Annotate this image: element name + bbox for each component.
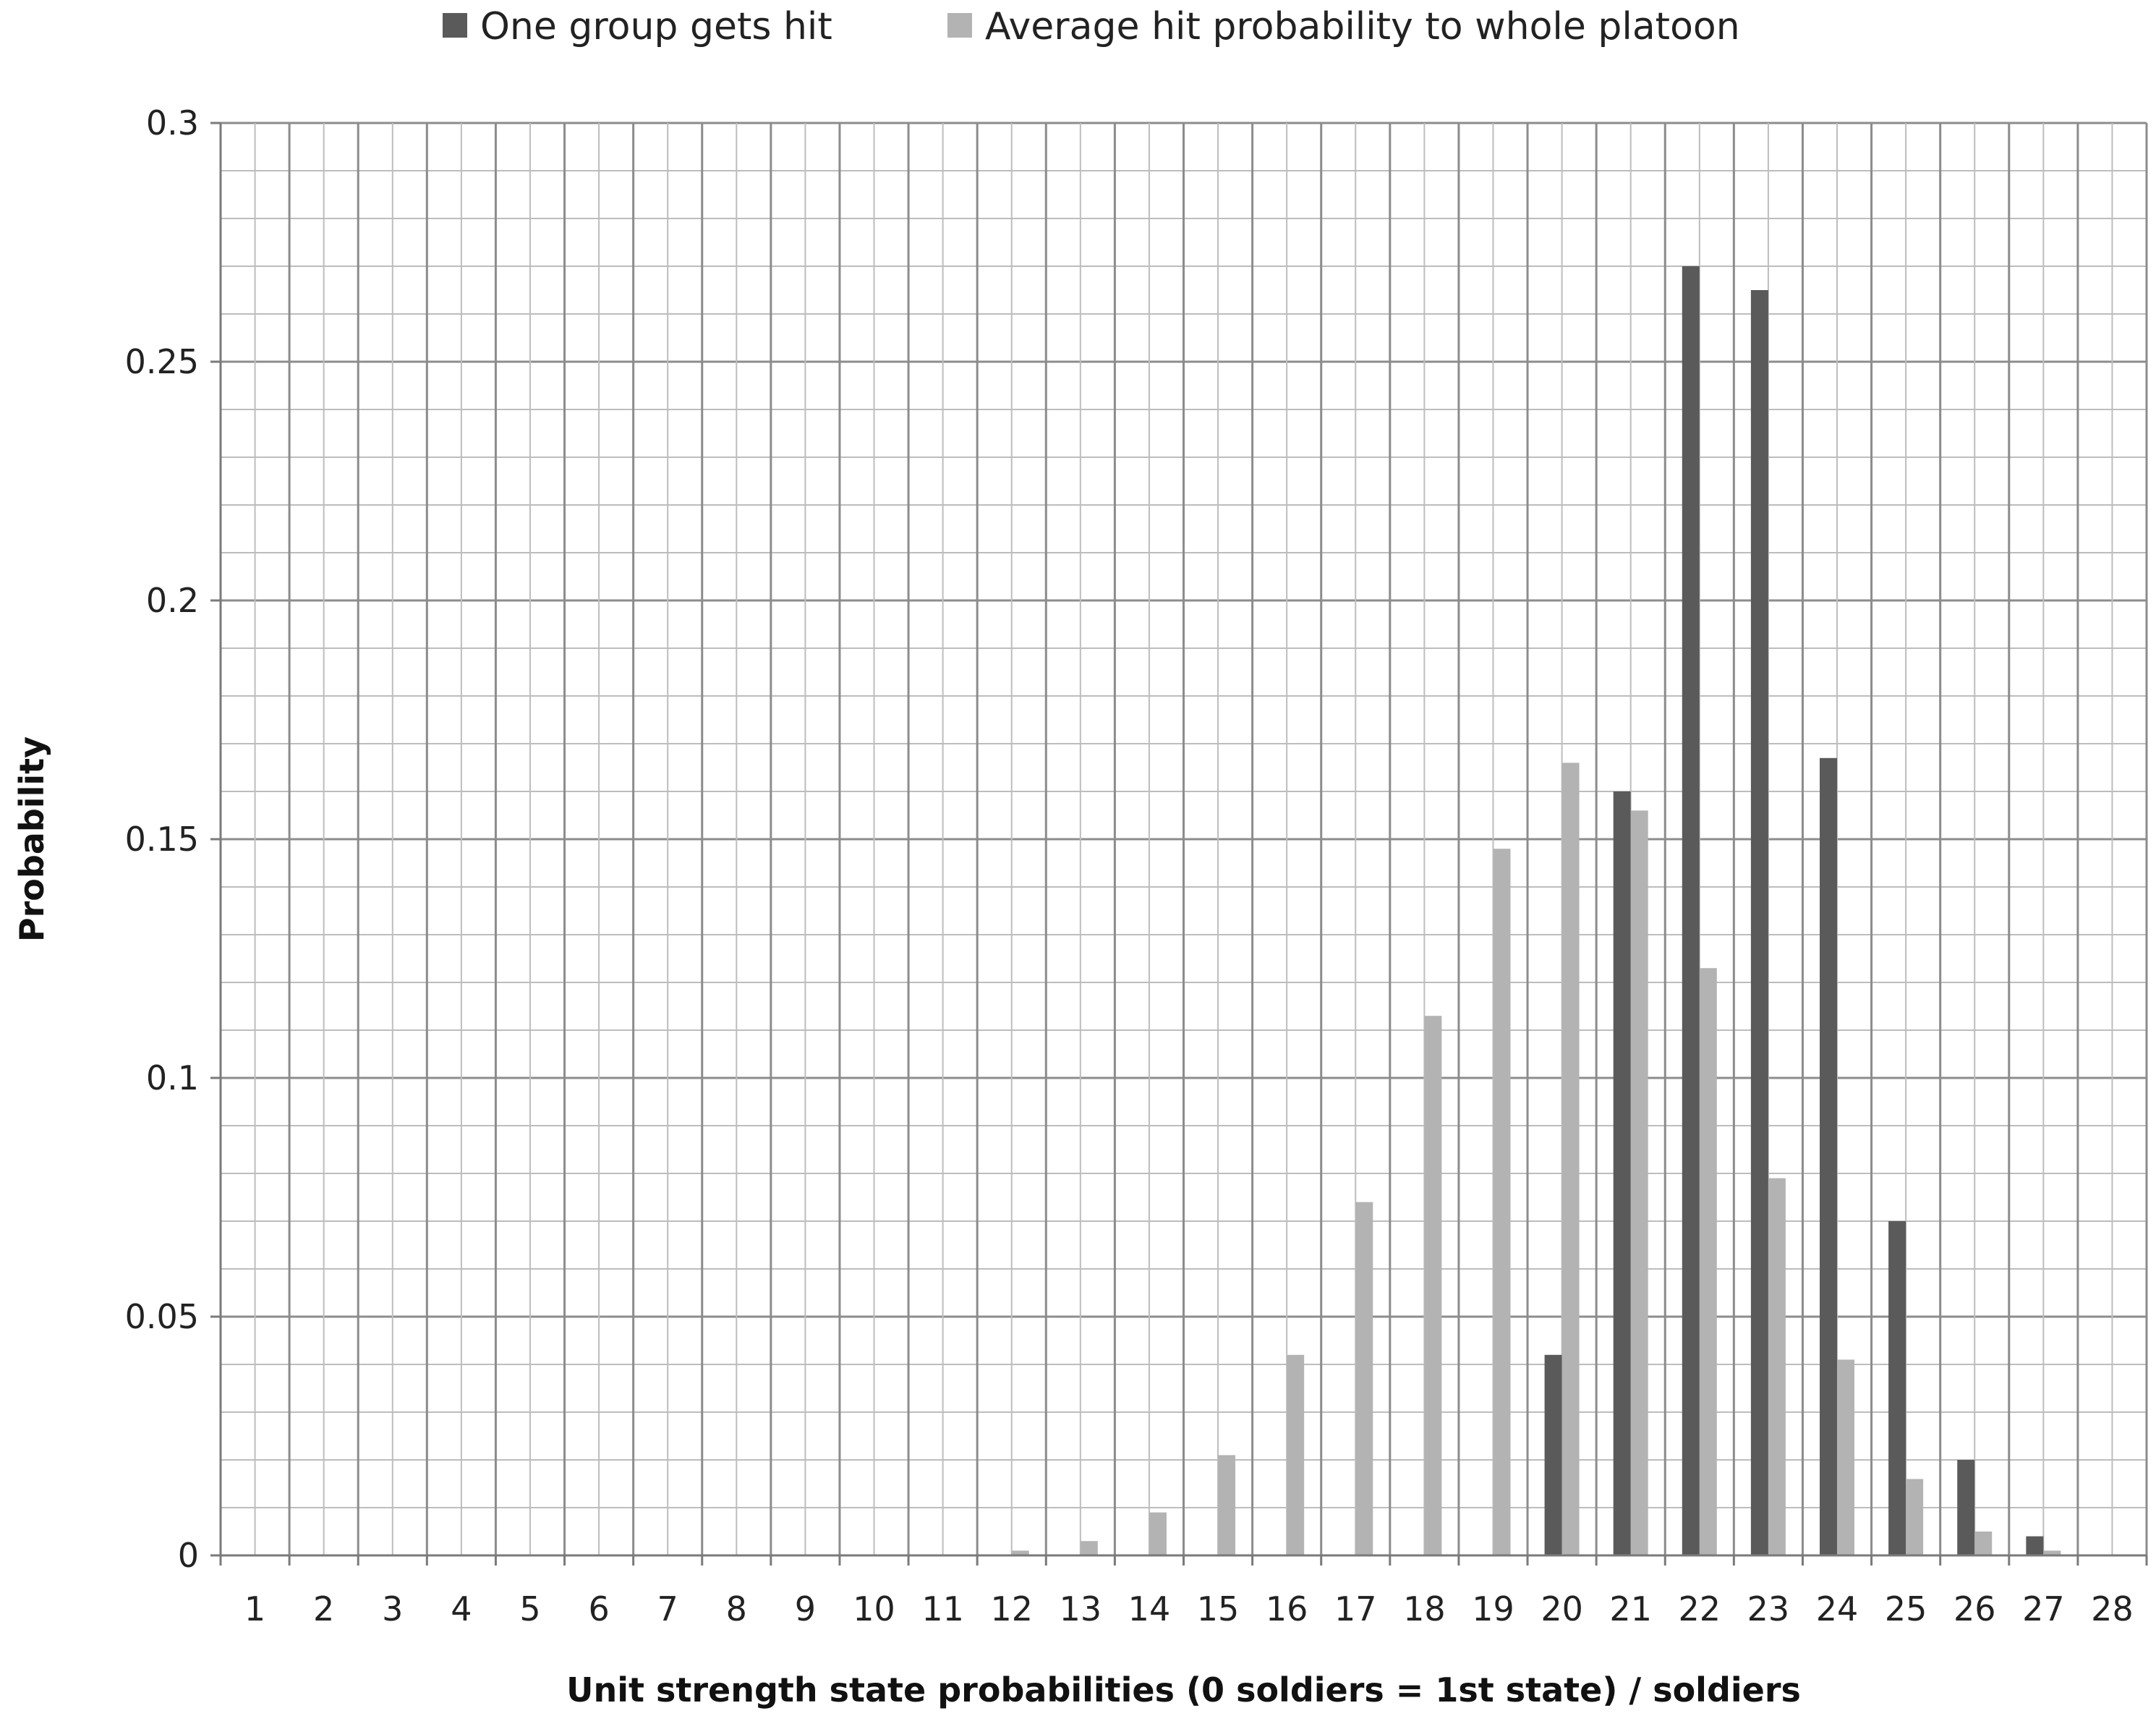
axes: [210, 122, 2148, 1566]
x-tick-label: 26: [1953, 1589, 1996, 1628]
x-tick-label: 10: [853, 1589, 895, 1628]
y-axis-title: Probability: [12, 736, 51, 942]
x-tick-label: 17: [1334, 1589, 1377, 1628]
y-tick-label: 0.2: [146, 581, 199, 620]
bar-series2-cat-26: [1974, 1532, 1993, 1555]
x-tick-label: 22: [1679, 1589, 1721, 1628]
x-tick-labels: 1 2 3 4 5 6 7 8 9 10 11 12 13 14 15 16 17 18 19 20 21 22 23 24 2…: [244, 1589, 2134, 1628]
y-tick-label: 0.3: [146, 103, 199, 143]
x-tick-label: 15: [1197, 1589, 1240, 1628]
legend-item-1: One group gets hit: [443, 5, 832, 48]
x-tick-label: 2: [313, 1589, 334, 1628]
y-tick-label: 0.15: [125, 820, 199, 859]
bar-series1-cat-21: [1613, 791, 1631, 1555]
bar-series1-cat-20: [1544, 1354, 1562, 1555]
x-tick-label: 27: [2022, 1589, 2065, 1628]
bar-series2-cat-21: [1630, 810, 1648, 1555]
legend-item-2: Average hit probability to whole platoon: [947, 5, 1740, 48]
x-axis-title: Unit strength state probabilities (0 sol…: [566, 1670, 1801, 1709]
x-tick-label: 21: [1609, 1589, 1652, 1628]
x-tick-label: 28: [2091, 1589, 2134, 1628]
gridlines: [219, 122, 2148, 1557]
x-tick-label: 6: [588, 1589, 609, 1628]
x-tick-label: 1: [244, 1589, 265, 1628]
x-tick-label: 5: [519, 1589, 540, 1628]
bar-series2-cat-24: [1837, 1359, 1855, 1555]
bar-series1-cat-23: [1750, 290, 1768, 1555]
bar-series1-cat-24: [1820, 757, 1838, 1555]
x-tick-label: 19: [1472, 1589, 1514, 1628]
legend-swatch: [443, 13, 467, 38]
legend-label: One group gets hit: [480, 5, 832, 48]
bar-series2-cat-20: [1561, 763, 1580, 1555]
y-tick-label: 0: [178, 1536, 199, 1575]
x-tick-label: 8: [726, 1589, 747, 1628]
x-tick-label: 13: [1060, 1589, 1102, 1628]
bar-series2-cat-12: [1011, 1550, 1029, 1555]
bar-series2-cat-16: [1287, 1354, 1305, 1555]
bar-series2-cat-25: [1906, 1479, 1924, 1555]
x-tick-label: 3: [382, 1589, 403, 1628]
x-tick-label: 16: [1266, 1589, 1308, 1628]
x-tick-label: 11: [921, 1589, 964, 1628]
x-tick-label: 18: [1403, 1589, 1446, 1628]
x-tick-label: 24: [1816, 1589, 1859, 1628]
y-tick-label: 0.05: [125, 1297, 199, 1336]
bar-series2-cat-17: [1355, 1202, 1373, 1555]
x-tick-label: 23: [1747, 1589, 1790, 1628]
y-tick-label: 0.25: [125, 342, 199, 381]
x-tick-label: 14: [1128, 1589, 1171, 1628]
bar-series2-cat-14: [1149, 1512, 1167, 1555]
legend-swatch: [947, 13, 972, 38]
bar-series1-cat-26: [1957, 1460, 1975, 1555]
bar-series1-cat-22: [1682, 266, 1700, 1555]
bar-series2-cat-22: [1699, 968, 1717, 1555]
bar-series2-cat-13: [1080, 1541, 1098, 1555]
y-tick-labels: 0 0.05 0.1 0.15 0.2 0.25 0.3: [125, 103, 199, 1575]
bar-series2-cat-27: [2043, 1550, 2061, 1555]
bars: [1011, 266, 2061, 1555]
x-tick-label: 7: [657, 1589, 678, 1628]
x-tick-label: 9: [795, 1589, 816, 1628]
bar-series2-cat-23: [1768, 1178, 1786, 1555]
x-tick-label: 12: [990, 1589, 1033, 1628]
x-tick-label: 25: [1885, 1589, 1927, 1628]
y-tick-label: 0.1: [146, 1058, 199, 1097]
bar-series2-cat-15: [1218, 1455, 1236, 1555]
legend: One group gets hit Average hit probabilit…: [443, 5, 1740, 48]
bar-series2-cat-19: [1493, 849, 1511, 1555]
x-tick-label: 20: [1541, 1589, 1583, 1628]
bar-series2-cat-18: [1424, 1016, 1442, 1555]
legend-label: Average hit probability to whole platoon: [985, 5, 1740, 48]
bar-series1-cat-27: [2026, 1536, 2044, 1555]
x-tick-label: 4: [451, 1589, 472, 1628]
bar-series1-cat-25: [1888, 1221, 1906, 1555]
